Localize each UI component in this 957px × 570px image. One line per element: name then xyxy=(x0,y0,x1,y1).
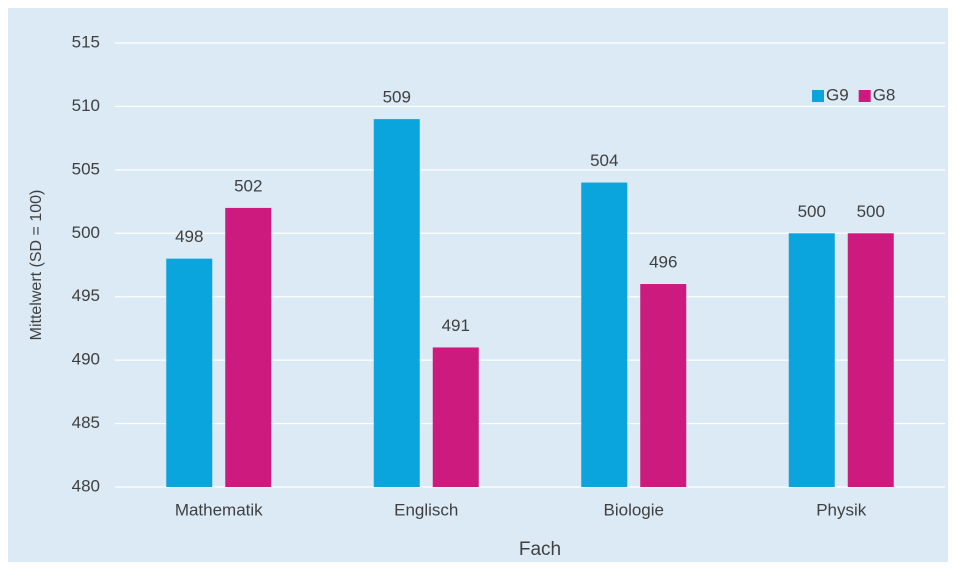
value-label: 491 xyxy=(442,316,470,335)
bar xyxy=(581,182,628,488)
y-tick-label: 485 xyxy=(72,413,100,432)
y-tick-label: 495 xyxy=(72,286,100,305)
legend-label: G8 xyxy=(873,85,896,104)
x-tick-label: Englisch xyxy=(394,500,458,519)
y-tick-label: 480 xyxy=(72,476,100,495)
legend-swatch xyxy=(858,90,871,102)
value-label: 504 xyxy=(590,151,618,170)
bar xyxy=(373,119,420,487)
value-label: 502 xyxy=(234,176,262,195)
bar xyxy=(788,233,835,487)
x-tick-label: Mathematik xyxy=(175,500,263,519)
x-tick-label: Physik xyxy=(816,500,867,519)
value-label: 496 xyxy=(649,253,677,272)
bar xyxy=(847,233,894,487)
value-label: 500 xyxy=(857,202,885,221)
y-tick-label: 500 xyxy=(72,223,100,242)
y-tick-label: 515 xyxy=(72,32,100,51)
x-axis-label: Fach xyxy=(519,539,561,560)
bar xyxy=(225,207,272,487)
bar xyxy=(640,284,687,487)
value-label: 509 xyxy=(383,88,411,107)
x-tick-label: Biologie xyxy=(604,500,665,519)
bar xyxy=(432,347,479,487)
legend-label: G9 xyxy=(826,85,849,104)
y-tick-label: 490 xyxy=(72,350,100,369)
y-tick-label: 510 xyxy=(72,96,100,115)
y-axis-label: Mittelwert (SD = 100) xyxy=(28,190,45,341)
legend-swatch xyxy=(812,90,824,102)
y-tick-label: 505 xyxy=(72,159,100,178)
value-label: 498 xyxy=(175,227,203,246)
bar xyxy=(166,258,213,487)
value-label: 500 xyxy=(798,202,826,221)
